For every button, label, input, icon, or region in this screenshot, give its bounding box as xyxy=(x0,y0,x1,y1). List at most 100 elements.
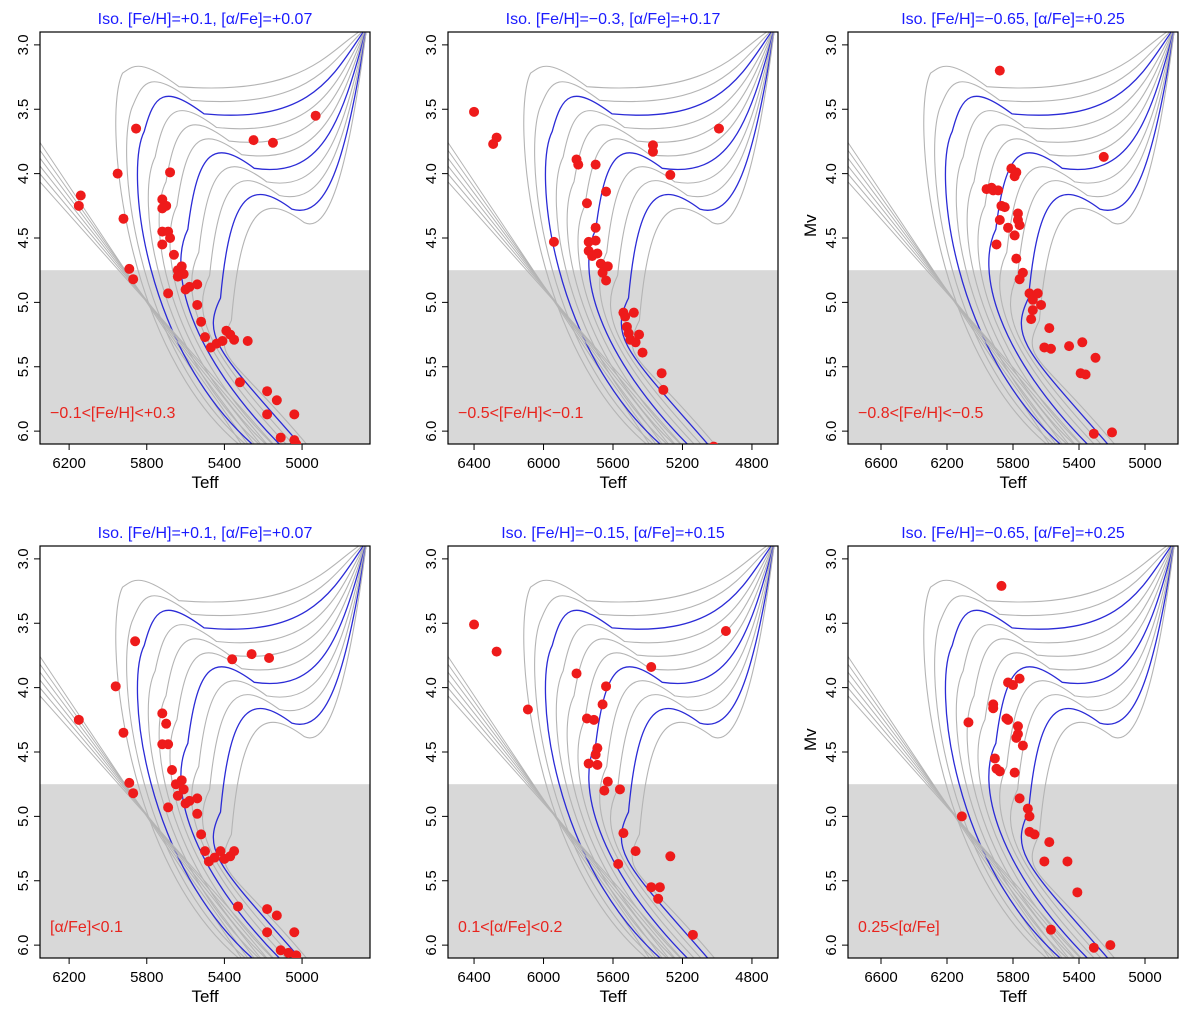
star-point xyxy=(161,718,172,729)
x-tick-label: 6200 xyxy=(52,455,85,472)
star-point xyxy=(209,852,220,863)
isochrone-other xyxy=(534,546,771,958)
star-point xyxy=(647,146,658,157)
isochrone-other xyxy=(955,32,1173,444)
star-point xyxy=(989,753,1000,764)
y-tick-label: 3.5 xyxy=(423,613,440,634)
star-point xyxy=(1045,924,1056,935)
panel-title: Iso. [Fe/H]=−0.65, [α/Fe]=+0.25 xyxy=(901,525,1125,542)
isochrone-other xyxy=(223,546,367,958)
star-point xyxy=(1011,253,1022,264)
star-point xyxy=(229,334,240,345)
y-tick-label: 3.5 xyxy=(823,613,840,634)
panel-title: Iso. [Fe/H]=+0.1, [α/Fe]=+0.07 xyxy=(98,11,313,28)
star-point xyxy=(634,329,645,340)
star-point xyxy=(1036,299,1047,310)
isochrone-main xyxy=(944,546,1173,958)
panel-title: Iso. [Fe/H]=+0.1, [α/Fe]=+0.07 xyxy=(98,525,313,542)
isochrone-other xyxy=(999,32,1175,444)
star-point xyxy=(130,636,141,647)
star-point xyxy=(1017,740,1028,751)
y-tick-label: 3.0 xyxy=(823,548,840,569)
isochrones xyxy=(848,546,1175,958)
star-point xyxy=(75,190,86,201)
y-tick-label: 3.5 xyxy=(823,99,840,120)
isochrone-main xyxy=(620,546,775,958)
isochrone-main xyxy=(212,546,367,958)
isochrone-other xyxy=(610,32,775,444)
panel-title: Iso. [Fe/H]=−0.3, [α/Fe]=+0.17 xyxy=(506,11,721,28)
star-point xyxy=(548,236,559,247)
panel-2: 6400 6000 5600 5200 4800 3.0 3.5 4.0 4.5 5.0 5.5 6.… xyxy=(423,11,779,492)
x-axis-label: Teff xyxy=(191,473,218,492)
isochrone-main xyxy=(1020,32,1175,444)
star-point xyxy=(1003,222,1014,233)
y-tick-label: 3.5 xyxy=(15,99,32,120)
star-point xyxy=(1009,230,1020,241)
x-axis-label: Teff xyxy=(999,473,1026,492)
star-point xyxy=(229,846,240,857)
star-point xyxy=(172,790,183,801)
star-point xyxy=(1014,220,1025,231)
isochrone-other xyxy=(631,546,775,958)
y-tick-label: 5.5 xyxy=(423,870,440,891)
data-points xyxy=(469,106,724,444)
y-tick-label: 6.0 xyxy=(423,935,440,956)
y-tick-label: 3.0 xyxy=(423,548,440,569)
star-point xyxy=(1080,369,1091,380)
isochrone-main xyxy=(136,32,365,444)
x-tick-label: 5800 xyxy=(130,455,163,472)
x-tick-label: 5200 xyxy=(666,455,699,472)
star-point xyxy=(124,777,135,788)
star-point xyxy=(1011,732,1022,743)
star-point xyxy=(131,123,142,134)
star-point xyxy=(1017,267,1028,278)
isochrone-main xyxy=(212,32,367,444)
y-tick-label: 5.0 xyxy=(15,806,32,827)
isochrone-ms-track xyxy=(40,695,274,958)
star-point xyxy=(653,893,664,904)
data-points xyxy=(73,110,321,444)
x-tick-label: 6200 xyxy=(930,455,963,472)
y-tick-label: 4.0 xyxy=(15,677,32,698)
y-tick-label: 6.0 xyxy=(15,421,32,442)
star-point xyxy=(956,811,967,822)
star-point xyxy=(196,829,207,840)
x-tick-label: 5000 xyxy=(285,455,318,472)
star-point xyxy=(654,882,665,893)
star-point xyxy=(581,198,592,209)
star-point xyxy=(165,167,176,178)
isochrone-ms-track xyxy=(848,181,1082,444)
star-point xyxy=(988,703,999,714)
star-point xyxy=(262,904,273,915)
y-tick-label: 3.0 xyxy=(15,548,32,569)
star-point xyxy=(991,239,1002,250)
star-point xyxy=(192,299,203,310)
isochrone-other xyxy=(147,546,365,958)
y-tick-label: 4.0 xyxy=(15,163,32,184)
star-point xyxy=(178,784,189,795)
star-point xyxy=(592,743,603,754)
isochrone-other xyxy=(966,546,1174,958)
star-point xyxy=(262,409,273,420)
y-tick-label: 3.5 xyxy=(423,99,440,120)
star-point xyxy=(601,275,612,286)
star-point xyxy=(637,347,648,358)
star-point xyxy=(993,185,1004,196)
star-point xyxy=(613,859,624,870)
star-point xyxy=(184,795,195,806)
x-tick-label: 5800 xyxy=(130,969,163,986)
star-point xyxy=(73,714,84,725)
star-point xyxy=(1105,940,1116,951)
star-point xyxy=(291,439,302,444)
y-tick-label: 6.0 xyxy=(423,421,440,442)
isochrone-other xyxy=(577,32,774,444)
x-tick-label: 6200 xyxy=(52,969,85,986)
star-point xyxy=(215,846,226,857)
isochrone-main xyxy=(180,32,367,444)
x-axis-label: Teff xyxy=(599,473,626,492)
star-point xyxy=(157,239,168,250)
panel-3: 6600 6200 5800 5400 5000 3.0 3.5 4.0 4.5 5.0 5.5 6.… xyxy=(801,11,1179,492)
x-tick-label: 6600 xyxy=(864,969,897,986)
